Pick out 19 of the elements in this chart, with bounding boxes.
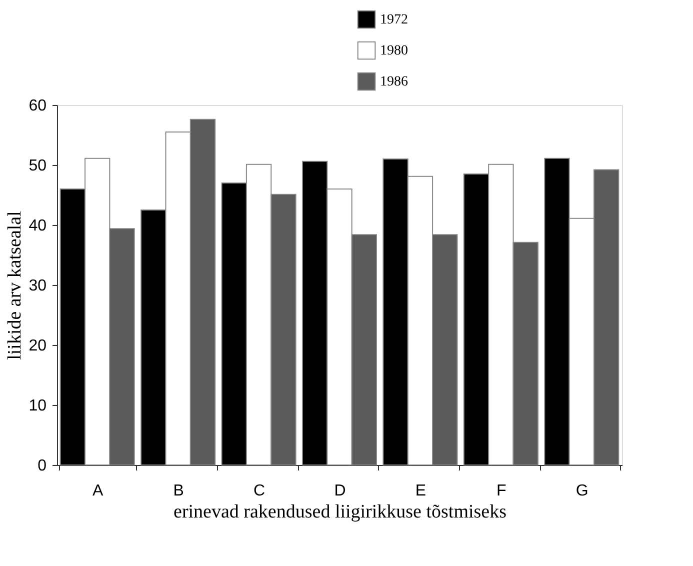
y-tick-label: 40	[28, 218, 47, 234]
x-tick-label: A	[92, 482, 104, 500]
x-tick-label: B	[173, 482, 184, 500]
y-axis-title: liikide arv katsealal	[4, 211, 26, 360]
legend-label: 1972	[380, 12, 408, 28]
y-tick-label: 0	[38, 458, 47, 474]
legend-label: 1980	[380, 44, 408, 58]
x-tick-label: E	[415, 482, 426, 500]
y-tick-label: 20	[28, 338, 47, 354]
x-tick-label: F	[496, 482, 507, 500]
x-axis-title: erinevad rakendused liigirikkuse tõstmiseks	[174, 502, 506, 522]
x-tick-label: G	[576, 482, 588, 500]
x-tick-label: D	[334, 482, 346, 500]
x-tick-label: C	[254, 482, 266, 500]
y-tick-label: 50	[28, 158, 47, 174]
y-tick-label: 30	[28, 278, 47, 294]
y-tick-label: 10	[28, 398, 47, 414]
y-tick-label: 60	[28, 98, 47, 114]
legend-label: 1986	[380, 74, 408, 90]
